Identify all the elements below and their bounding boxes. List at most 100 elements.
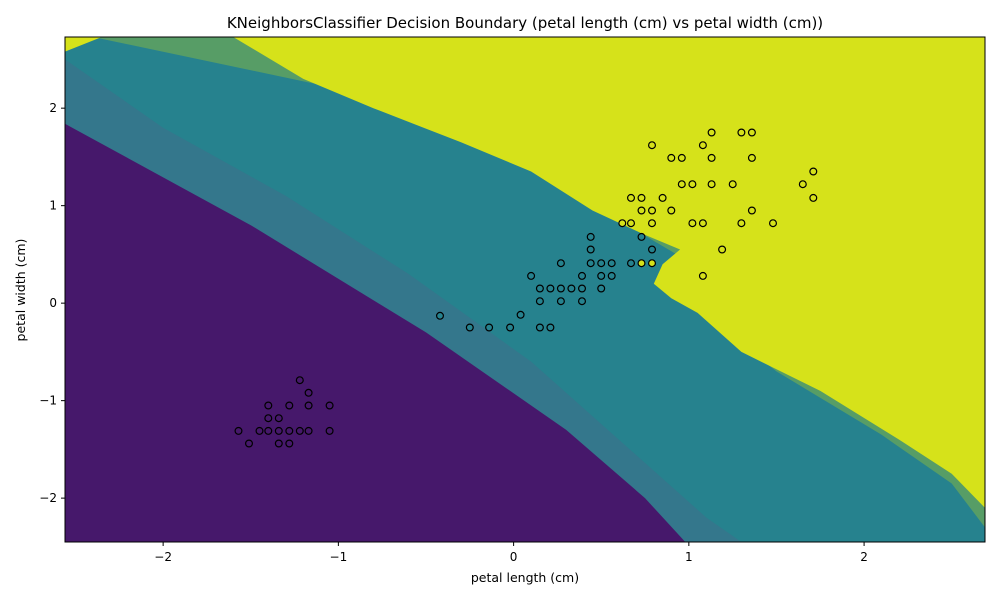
data-point-class-2 [626,193,635,202]
data-point-class-1 [546,284,555,293]
data-point-class-2 [728,180,737,189]
data-point-class-0 [285,426,294,435]
data-point-class-2 [637,193,646,202]
data-point-class-1 [485,323,494,332]
data-point-class-0 [285,401,294,410]
data-point-class-2 [637,206,646,215]
data-point-class-1 [556,259,565,268]
x-tick-label: −2 [154,550,172,564]
data-point-class-1 [637,232,646,241]
data-point-class-1 [556,284,565,293]
data-point-class-2 [718,245,727,254]
data-point-class-2 [737,219,746,228]
data-point-class-1 [535,323,544,332]
data-point-class-2 [747,128,756,137]
data-point-class-1 [586,245,595,254]
data-point-class-1 [546,323,555,332]
x-axis-label: petal length (cm) [471,570,579,585]
data-point-class-2 [809,167,818,176]
y-tick-label: 0 [49,296,57,310]
data-point-class-2 [667,206,676,215]
data-point-class-1 [647,245,656,254]
x-tick-label: −1 [330,550,348,564]
data-point-class-2 [647,259,656,268]
data-point-class-1 [436,311,445,320]
data-point-class-1 [465,323,474,332]
data-point-class-2 [698,219,707,228]
data-point-class-2 [747,153,756,162]
x-tick-label: 2 [860,550,868,564]
data-point-class-1 [586,259,595,268]
data-point-class-1 [556,297,565,306]
data-point-class-1 [597,259,606,268]
data-point-class-0 [245,439,254,448]
x-axis: −2 −1 0 1 2 [154,542,868,564]
data-point-class-1 [567,284,576,293]
data-point-class-0 [255,426,264,435]
data-point-class-1 [535,297,544,306]
data-point-class-2 [707,153,716,162]
data-point-class-1 [577,284,586,293]
data-point-class-2 [768,219,777,228]
y-tick-label: 2 [49,101,57,115]
decision-regions [65,37,985,542]
data-point-class-1 [506,323,515,332]
y-tick-label: −2 [39,491,57,505]
data-point-class-1 [535,284,544,293]
data-point-class-1 [527,271,536,280]
data-point-class-0 [274,439,283,448]
data-point-class-2 [658,193,667,202]
data-point-class-2 [677,180,686,189]
data-point-class-2 [809,193,818,202]
data-point-class-2 [637,259,646,268]
x-tick-label: 0 [510,550,518,564]
data-point-class-0 [295,376,304,385]
data-point-class-2 [737,128,746,137]
x-tick-label: 1 [685,550,693,564]
plot-frame [64,36,986,543]
data-point-class-0 [295,426,304,435]
data-point-class-0 [285,439,294,448]
data-point-class-2 [707,128,716,137]
data-point-class-2 [647,206,656,215]
data-point-class-2 [626,219,635,228]
y-tick-label: −1 [39,394,57,408]
data-point-class-0 [264,414,273,423]
training-points [234,128,818,448]
data-point-class-1 [607,259,616,268]
data-point-class-0 [264,426,273,435]
data-point-class-1 [626,259,635,268]
data-point-class-0 [304,388,313,397]
data-point-class-1 [586,232,595,241]
data-point-class-0 [264,401,273,410]
chart-title: KNeighborsClassifier Decision Boundary (… [227,14,823,32]
data-point-class-2 [647,219,656,228]
data-point-class-0 [325,401,334,410]
data-point-class-2 [698,271,707,280]
region-class-0 [65,123,686,542]
data-point-class-0 [274,414,283,423]
data-point-class-2 [707,180,716,189]
data-point-class-2 [677,153,686,162]
data-point-class-2 [798,180,807,189]
data-point-class-1 [597,271,606,280]
data-point-class-2 [618,219,627,228]
data-point-class-2 [747,206,756,215]
y-tick-label: 1 [49,199,57,213]
data-point-class-1 [597,284,606,293]
data-point-class-2 [688,219,697,228]
data-point-class-0 [304,426,313,435]
data-point-class-2 [647,141,656,150]
region-class-2 [65,37,985,542]
data-point-class-2 [667,153,676,162]
y-axis: −2 −1 0 1 2 [39,101,65,505]
data-point-class-1 [516,310,525,319]
data-point-class-0 [274,426,283,435]
data-point-class-0 [325,426,334,435]
data-point-class-2 [698,141,707,150]
y-axis-label: petal width (cm) [13,239,28,342]
data-point-class-2 [688,180,697,189]
data-point-class-0 [304,401,313,410]
